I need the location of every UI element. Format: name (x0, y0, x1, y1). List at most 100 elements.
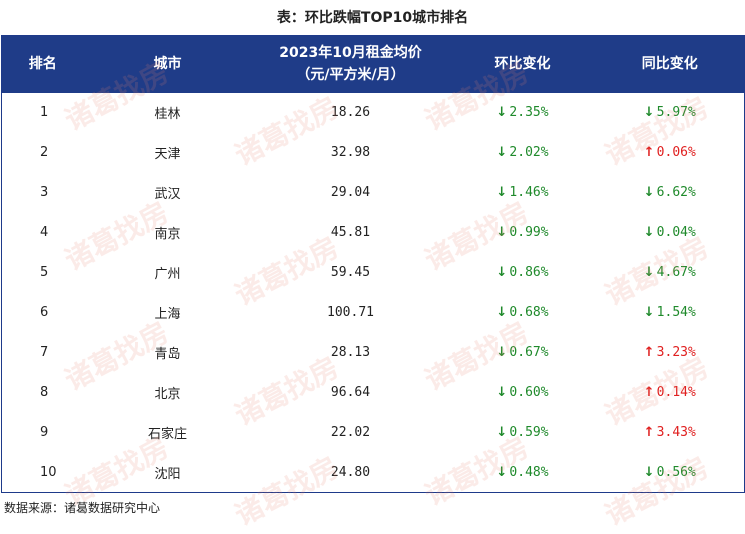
table-row: 5 广州 59.45 ↓ 0.86% ↓ 4.67% (2, 253, 745, 293)
table-row: 1 桂林 18.26 ↓ 2.35% ↓ 5.97% (2, 93, 745, 133)
yoy-cell: ↓ 1.54% (596, 293, 745, 333)
arrow-down-icon: ↓ (643, 105, 655, 120)
yoy-cell: ↓ 4.67% (596, 253, 745, 293)
yoy-value: 3.23% (656, 345, 696, 360)
rent-cell: 18.26 (330, 105, 371, 120)
rank-cell: 5 (40, 265, 49, 280)
mom-cell: ↓ 0.60% (450, 373, 596, 413)
yoy-cell: ↑ 3.23% (596, 333, 745, 373)
arrow-up-icon: ↑ (643, 385, 655, 400)
city-cell: 天津 (154, 147, 181, 162)
arrow-down-icon: ↓ (643, 265, 655, 280)
mom-cell: ↓ 0.99% (450, 213, 596, 253)
arrow-down-icon: ↓ (496, 305, 508, 320)
table-row: 2 天津 32.98 ↓ 2.02% ↑ 0.06% (2, 133, 745, 173)
header-mom: 环比变化 (494, 56, 551, 73)
mom-value: 0.86% (509, 265, 549, 280)
header-city: 城市 (153, 56, 182, 73)
data-source-note: 数据来源：诸葛数据研究中心 (4, 501, 161, 515)
mom-cell: ↓ 2.35% (450, 93, 596, 133)
header-yoy: 同比变化 (641, 56, 698, 73)
yoy-cell: ↑ 0.06% (596, 133, 745, 173)
arrow-down-icon: ↓ (496, 265, 508, 280)
arrow-down-icon: ↓ (643, 185, 655, 200)
mom-value: 0.60% (509, 385, 549, 400)
rent-cell: 96.64 (330, 385, 371, 400)
arrow-down-icon: ↓ (496, 185, 508, 200)
mom-value: 0.68% (509, 305, 549, 320)
table-header-row: 排名 城市 2023年10月租金均价 （元/平方米/月） 环比变化 同比变化 (1, 35, 745, 93)
yoy-cell: ↓ 6.62% (596, 173, 745, 213)
table-row: 9 石家庄 22.02 ↓ 0.59% ↑ 3.43% (2, 413, 745, 453)
yoy-cell: ↓ 0.56% (595, 452, 745, 493)
rent-cell: 100.71 (327, 305, 374, 320)
arrow-down-icon: ↓ (496, 425, 508, 440)
table-caption: 表：环比跌幅TOP10城市排名 (276, 10, 469, 26)
mom-cell: ↓ 0.59% (450, 413, 596, 453)
rent-cell: 45.81 (330, 225, 371, 240)
city-cell: 上海 (154, 307, 181, 322)
mom-value: 0.48% (509, 464, 549, 480)
rent-cell: 22.02 (330, 425, 371, 440)
arrow-down-icon: ↓ (496, 385, 508, 400)
city-cell: 南京 (154, 227, 181, 242)
city-cell: 桂林 (154, 107, 181, 122)
rent-cell: 24.80 (251, 452, 450, 493)
rank-cell: 6 (40, 305, 49, 320)
table-row: 3 武汉 29.04 ↓ 1.46% ↓ 6.62% (2, 173, 745, 213)
rent-cell: 32.98 (330, 145, 371, 160)
arrow-down-icon: ↓ (496, 105, 508, 120)
arrow-down-icon: ↓ (496, 145, 508, 160)
table-row: 6 上海 100.71 ↓ 0.68% ↓ 1.54% (2, 293, 745, 333)
arrow-down-icon: ↓ (643, 305, 655, 320)
rank-cell: 1 (40, 105, 49, 120)
yoy-value: 0.04% (656, 225, 696, 240)
mom-cell: ↓ 0.68% (450, 293, 596, 333)
header-rent-line1: 2023年10月租金均价 (279, 45, 422, 62)
rent-cell: 59.45 (330, 265, 371, 280)
city-cell: 沈阳 (83, 452, 252, 493)
rank-cell: 8 (40, 385, 49, 400)
yoy-value: 0.14% (656, 385, 696, 400)
rank-cell: 2 (40, 145, 49, 160)
rank-cell: 10 (1, 452, 84, 493)
mom-cell: ↓ 0.86% (450, 253, 596, 293)
rent-cell: 28.13 (330, 345, 371, 360)
rank-cell: 3 (40, 185, 49, 200)
yoy-value: 3.43% (656, 425, 696, 440)
mom-value: 0.67% (509, 345, 549, 360)
mom-value: 0.59% (509, 425, 549, 440)
yoy-value: 5.97% (656, 105, 696, 120)
table-row: 10 沈阳 24.80 ↓ 0.48% ↓ 0.56% (1, 452, 745, 493)
table-row: 7 青岛 28.13 ↓ 0.67% ↑ 3.23% (2, 333, 745, 373)
rank-cell: 7 (40, 345, 49, 360)
rank-cell: 4 (40, 225, 49, 240)
city-cell: 石家庄 (147, 427, 187, 442)
arrow-down-icon: ↓ (496, 345, 508, 360)
city-cell: 青岛 (154, 347, 181, 362)
header-rent: 2023年10月租金均价 （元/平方米/月） (252, 36, 450, 93)
arrow-up-icon: ↑ (643, 345, 655, 360)
arrow-up-icon: ↑ (643, 425, 655, 440)
arrow-down-icon: ↓ (643, 225, 655, 240)
city-cell: 北京 (154, 387, 181, 402)
yoy-value: 6.62% (656, 185, 696, 200)
mom-cell: ↓ 1.46% (450, 173, 596, 213)
arrow-down-icon: ↓ (643, 464, 655, 480)
mom-value: 2.35% (509, 105, 549, 120)
rank-cell: 9 (40, 425, 49, 440)
city-cell: 广州 (154, 267, 181, 282)
arrow-up-icon: ↑ (643, 145, 655, 160)
header-rank: 排名 (28, 56, 57, 73)
mom-cell: ↓ 0.67% (450, 333, 596, 373)
ranking-table: 排名 城市 2023年10月租金均价 （元/平方米/月） 环比变化 同比变化 1… (1, 35, 745, 493)
yoy-value: 0.56% (656, 464, 696, 480)
mom-cell: ↓ 2.02% (450, 133, 596, 173)
city-cell: 武汉 (154, 187, 181, 202)
mom-cell: ↓ 0.48% (449, 452, 596, 493)
mom-value: 1.46% (509, 185, 549, 200)
yoy-value: 4.67% (656, 265, 696, 280)
mom-value: 0.99% (509, 225, 549, 240)
mom-value: 2.02% (509, 145, 549, 160)
yoy-value: 0.06% (656, 145, 696, 160)
